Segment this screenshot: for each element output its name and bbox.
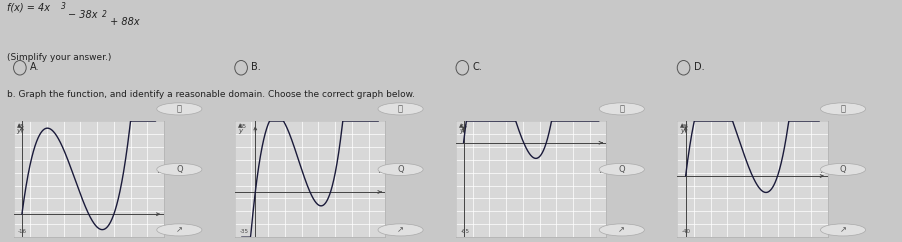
Text: Q: Q [618,165,624,174]
Text: 🔍: 🔍 [177,104,181,113]
Text: C.: C. [472,61,482,72]
Text: 2: 2 [102,10,106,19]
Text: 36: 36 [681,124,688,129]
Text: -35: -35 [239,229,248,234]
Text: B.: B. [251,61,261,72]
Text: b. Graph the function, and identify a reasonable domain. Choose the correct grap: b. Graph the function, and identify a re… [7,90,415,98]
Text: ▲: ▲ [679,123,684,128]
Text: − 38x: − 38x [68,10,97,20]
Text: (Simplify your answer.): (Simplify your answer.) [7,53,112,62]
Text: x: x [157,168,161,174]
Text: A.: A. [30,61,40,72]
Text: ↗: ↗ [839,225,845,234]
Text: x: x [378,168,382,174]
Text: y: y [679,128,684,134]
Text: -65: -65 [460,229,469,234]
Text: ↗: ↗ [618,225,624,234]
Text: 65: 65 [18,124,25,129]
Text: 55: 55 [239,124,246,129]
Text: 🔍: 🔍 [840,104,844,113]
Text: Q: Q [397,165,403,174]
Text: x: x [599,168,603,174]
Text: 15: 15 [460,124,467,129]
Text: y: y [16,128,21,134]
Text: y: y [237,128,242,134]
Text: ▲: ▲ [16,123,21,128]
Text: ▲: ▲ [237,123,242,128]
Text: ↗: ↗ [176,225,182,234]
Text: + 88x: + 88x [106,17,139,27]
Text: -40: -40 [681,229,690,234]
Text: y: y [458,128,463,134]
Text: Q: Q [839,165,845,174]
Text: Q: Q [176,165,182,174]
Text: -16: -16 [18,229,27,234]
Text: x: x [820,168,824,174]
Text: f(x) = 4x: f(x) = 4x [7,2,51,12]
Text: D.: D. [693,61,704,72]
Text: ▲: ▲ [458,123,463,128]
Text: 🔍: 🔍 [619,104,623,113]
Text: 3: 3 [61,2,66,11]
Text: ↗: ↗ [397,225,403,234]
Text: 🔍: 🔍 [398,104,402,113]
